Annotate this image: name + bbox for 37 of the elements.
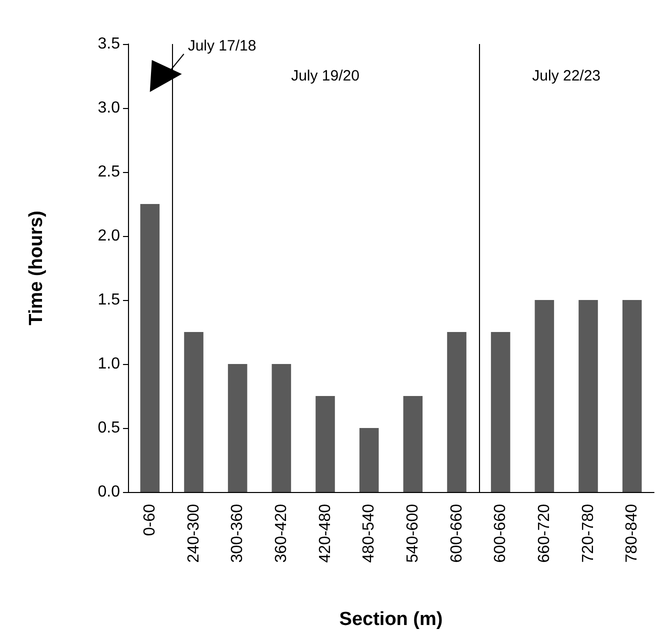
annotation: July 22/23 (532, 68, 601, 84)
x-tick-label: 600-660 (492, 504, 510, 563)
bar (184, 332, 204, 492)
bar (403, 396, 423, 492)
y-tick-label: 1.5 (98, 292, 120, 308)
bar (534, 300, 554, 492)
bar (578, 300, 598, 492)
bar (316, 396, 335, 492)
bar (622, 300, 642, 492)
y-tick-label: 0.0 (98, 484, 120, 500)
y-tick-label: 3.5 (98, 36, 120, 52)
annotation: July 19/20 (291, 68, 360, 84)
y-axis-title: Time (hours) (26, 210, 47, 326)
x-tick-label: 0-60 (141, 504, 158, 536)
x-tick-label: 480-540 (360, 504, 378, 563)
x-tick-label: 780-840 (624, 504, 641, 563)
y-tick-label: 1.0 (98, 356, 120, 372)
x-tick-label: 660-720 (536, 504, 553, 563)
x-tick-label: 300-360 (229, 504, 246, 563)
x-axis-title: Section (m) (339, 609, 443, 630)
y-tick-label: 2.5 (98, 164, 120, 180)
bar (272, 364, 292, 492)
bar (490, 332, 510, 492)
y-tick-label: 3.0 (98, 100, 120, 116)
y-tick-label: 2.0 (98, 228, 120, 244)
x-tick-label: 420-480 (316, 504, 334, 563)
bar (359, 428, 379, 492)
x-tick-label: 600-660 (448, 504, 466, 563)
y-tick-label: 0.5 (98, 420, 120, 436)
x-tick-label: 720-780 (580, 504, 597, 563)
bar (140, 204, 160, 492)
bar (447, 332, 466, 492)
x-tick-label: 240-300 (185, 504, 202, 563)
annotation: July 17/18 (188, 38, 256, 54)
x-tick-label: 540-600 (404, 504, 422, 563)
x-tick-label: 360-420 (272, 504, 290, 563)
bar (228, 364, 248, 492)
